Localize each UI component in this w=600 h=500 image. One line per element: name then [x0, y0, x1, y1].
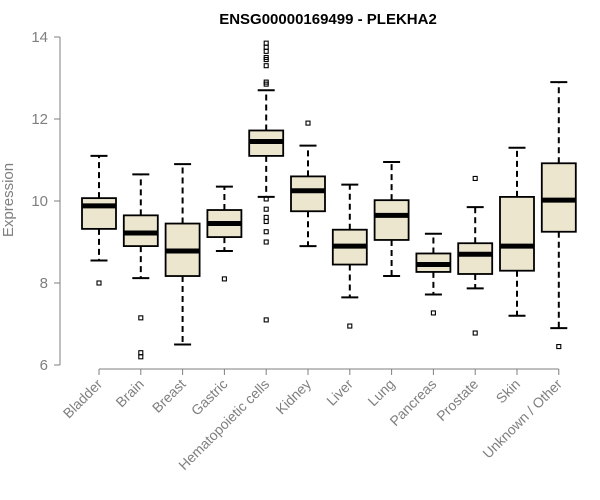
- box-iqr: [373, 199, 410, 241]
- box-pancreas: [415, 232, 452, 316]
- x-tick-label: Liver: [323, 376, 356, 409]
- x-tick-label: Brain: [112, 376, 146, 410]
- outlier-point: [263, 229, 269, 235]
- x-tick-label: Lung: [364, 376, 397, 409]
- outlier-point: [556, 343, 562, 350]
- outlier-point: [263, 63, 269, 69]
- outlier-point: [347, 323, 353, 329]
- box-iqr: [81, 197, 117, 230]
- box-iqr: [290, 175, 326, 213]
- x-tick-label: Kidney: [273, 376, 315, 418]
- box-iqr: [499, 195, 535, 272]
- outlier-point: [138, 350, 144, 356]
- outlier-point: [138, 315, 144, 321]
- y-tick-label: 6: [40, 357, 48, 374]
- outlier-point: [221, 276, 227, 282]
- outlier-point: [430, 310, 436, 316]
- outlier-point: [305, 120, 311, 126]
- outlier-point: [263, 317, 269, 323]
- outlier-point: [263, 218, 269, 225]
- outlier-point: [263, 44, 269, 50]
- x-tick-label: Prostate: [433, 376, 481, 424]
- boxes-group: [81, 40, 577, 360]
- y-tick-label: 10: [31, 193, 48, 210]
- x-tick-label: Breast: [149, 376, 189, 416]
- box-hematopoietic-cells: [248, 40, 285, 323]
- outlier-point: [263, 214, 269, 220]
- outlier-point: [263, 56, 269, 63]
- x-tick-label: Bladder: [60, 376, 106, 422]
- outlier-point: [263, 196, 269, 202]
- y-axis-label: Expression: [0, 163, 17, 237]
- outlier-point: [472, 175, 478, 181]
- outlier-point: [472, 330, 478, 336]
- outlier-point: [263, 239, 269, 245]
- box-gastric: [206, 185, 243, 282]
- x-tick-label: Skin: [493, 376, 524, 407]
- box-liver: [331, 183, 368, 329]
- box-unknown-other: [540, 81, 577, 350]
- y-axis: 6 8 10 12 14: [31, 29, 61, 374]
- box-prostate: [457, 175, 494, 336]
- box-iqr: [457, 242, 494, 275]
- box-brain: [122, 173, 159, 360]
- box-kidney: [290, 120, 326, 248]
- outlier-point: [263, 206, 269, 212]
- outlier-point: [263, 81, 269, 87]
- chart-title: ENSG00000169499 - PLEKHA2: [219, 11, 437, 28]
- y-tick-label: 8: [40, 275, 48, 292]
- box-bladder: [81, 154, 117, 286]
- outlier-point: [138, 354, 144, 360]
- box-lung: [373, 161, 410, 278]
- box-skin: [499, 146, 535, 317]
- y-tick-label: 14: [31, 29, 48, 46]
- outlier-point: [96, 280, 102, 286]
- box-breast: [164, 163, 201, 346]
- box-iqr: [540, 162, 577, 233]
- outlier-point: [263, 40, 269, 46]
- outlier-point: [263, 48, 269, 54]
- y-tick-label: 12: [31, 111, 48, 128]
- x-tick-label: Unknown / Other: [479, 376, 565, 462]
